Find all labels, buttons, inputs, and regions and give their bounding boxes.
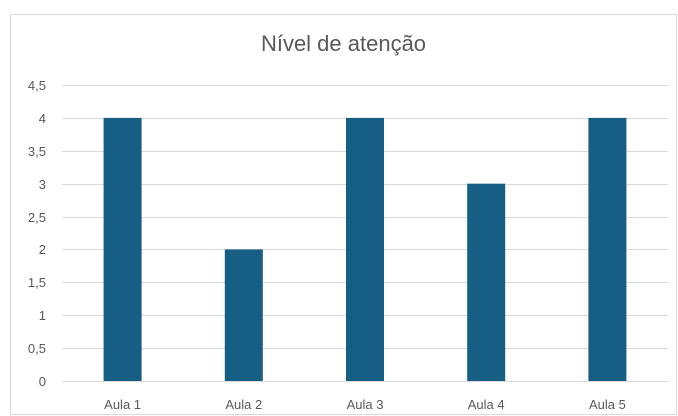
y-tick-label: 3,5 (28, 144, 46, 159)
x-tick-label: Aula 5 (589, 397, 626, 412)
x-tick-label: Aula 1 (104, 397, 141, 412)
bar (346, 117, 384, 381)
x-tick-label: Aula 3 (347, 397, 384, 412)
bar (588, 117, 627, 381)
bar (224, 249, 263, 381)
y-tick-label: 4,5 (28, 78, 46, 93)
y-tick-label: 2,5 (28, 210, 46, 225)
bar (103, 117, 142, 381)
chart-title: Nível de atenção (260, 31, 427, 56)
x-tick-label: Aula 2 (225, 397, 262, 412)
y-tick-label: 4 (39, 111, 46, 126)
y-tick-label: 1 (39, 308, 46, 323)
y-tick-label: 2 (39, 242, 46, 257)
y-tick-label: 0 (39, 374, 46, 389)
x-tick-label: Aula 4 (468, 397, 505, 412)
bar (467, 183, 506, 381)
y-tick-label: 0,5 (28, 341, 46, 356)
y-tick-label: 3 (39, 177, 46, 192)
y-tick-label: 1,5 (28, 275, 46, 290)
